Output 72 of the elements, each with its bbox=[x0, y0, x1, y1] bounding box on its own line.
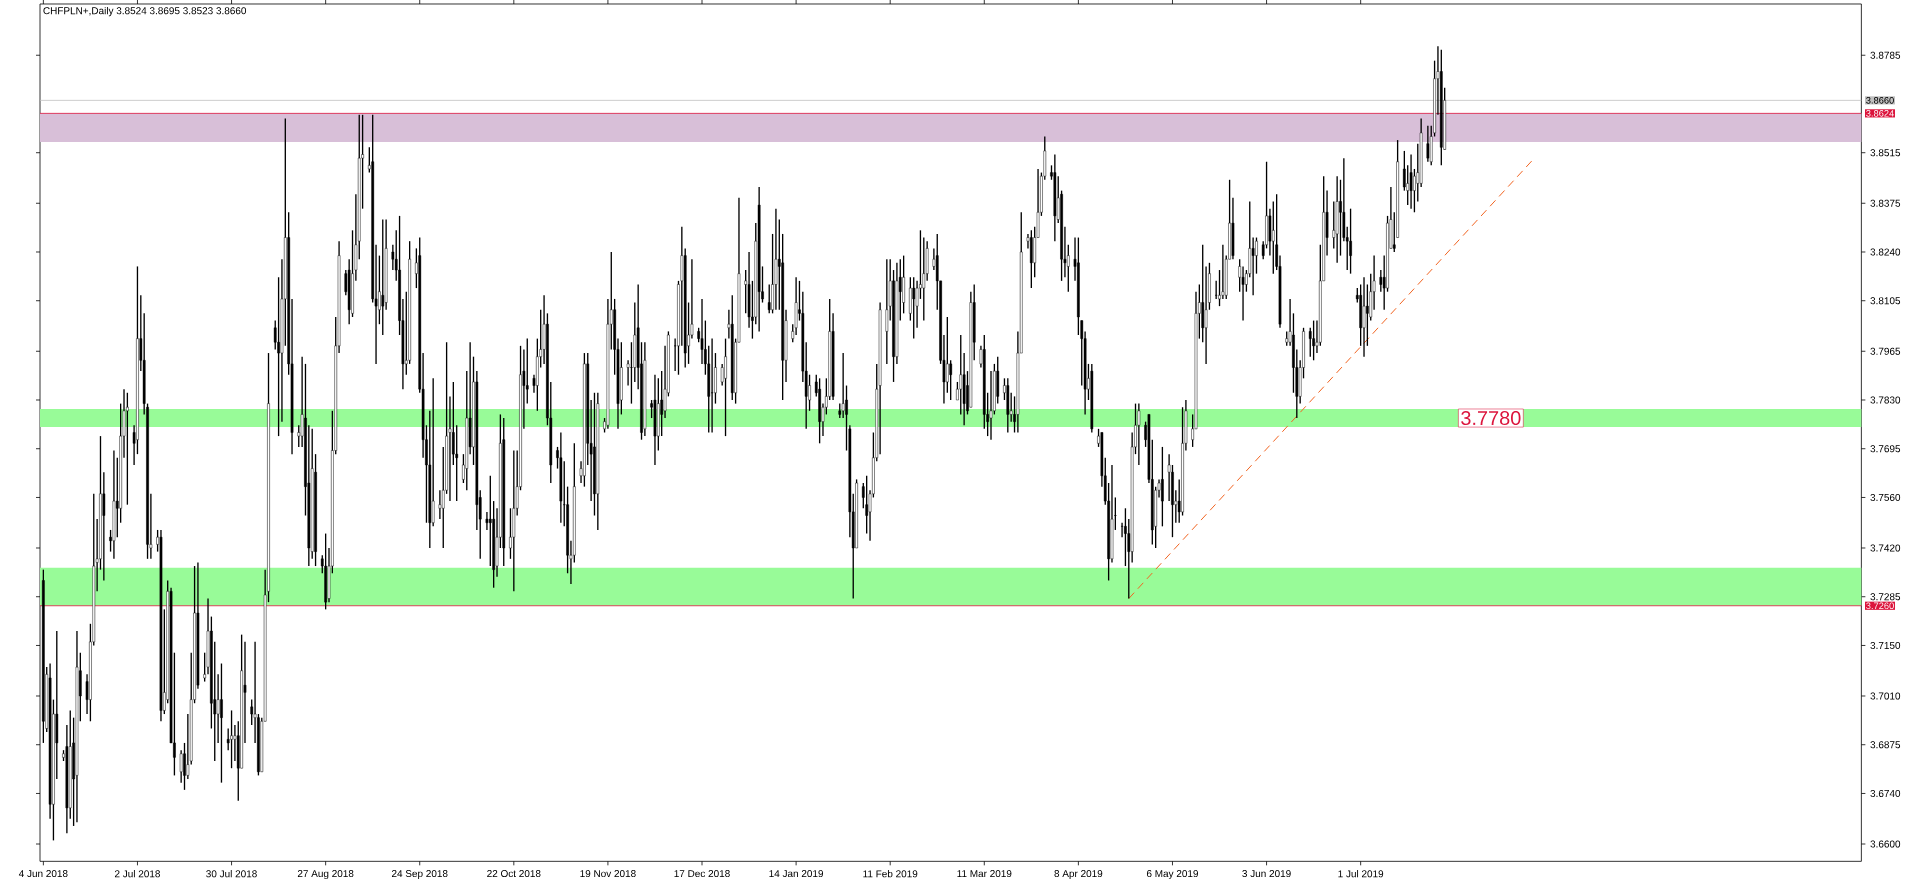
ref-line-label: 3.8660 bbox=[1866, 97, 1894, 104]
y-tick-label: 3.8240 bbox=[1870, 248, 1901, 256]
candlestick bbox=[949, 359, 953, 401]
x-tick-label: 22 Oct 2018 bbox=[487, 870, 541, 878]
y-tick-label: 3.6875 bbox=[1870, 741, 1901, 749]
ref-line-label: 3.8624 bbox=[1866, 110, 1894, 117]
x-tick-label: 2 Jul 2018 bbox=[114, 870, 160, 878]
candlestick bbox=[230, 709, 233, 769]
candlestick bbox=[179, 749, 183, 784]
candlestick bbox=[1077, 236, 1080, 336]
y-tick-label: 3.7150 bbox=[1870, 641, 1901, 649]
candlestick bbox=[485, 511, 489, 531]
y-tick-label: 3.7010 bbox=[1870, 692, 1901, 700]
candlestick bbox=[1251, 236, 1255, 296]
candlestick bbox=[216, 673, 220, 744]
x-tick-label: 6 May 2019 bbox=[1146, 870, 1199, 880]
y-tick-label: 3.6740 bbox=[1870, 789, 1901, 797]
candlestick bbox=[42, 568, 45, 744]
candlestick bbox=[277, 276, 280, 437]
x-tick-label: 1 Jul 2019 bbox=[1338, 870, 1384, 878]
candlestick bbox=[488, 475, 492, 567]
candlestick bbox=[1409, 153, 1413, 210]
candlestick bbox=[1161, 446, 1164, 528]
candlestick bbox=[620, 341, 623, 416]
candlestick bbox=[593, 392, 596, 517]
candlestick bbox=[102, 471, 106, 582]
y-tick-label: 3.8375 bbox=[1870, 199, 1901, 207]
y-tick-label: 3.6600 bbox=[1870, 840, 1901, 848]
candlestick bbox=[438, 489, 442, 520]
candlestick bbox=[1137, 402, 1141, 466]
band-label: 3.7780 bbox=[1461, 410, 1521, 426]
candlestick bbox=[126, 392, 129, 506]
candlestick bbox=[767, 283, 771, 315]
x-tick-label: 30 Jul 2018 bbox=[206, 870, 257, 878]
candlestick bbox=[1379, 269, 1383, 293]
candlestick bbox=[912, 276, 916, 340]
candlestick bbox=[1426, 124, 1430, 163]
candlestick bbox=[314, 453, 317, 567]
x-tick-label: 17 Dec 2018 bbox=[674, 870, 730, 878]
y-tick-label: 3.8785 bbox=[1870, 51, 1901, 59]
x-tick-label: 3 Jun 2019 bbox=[1242, 870, 1291, 878]
candlestick bbox=[724, 337, 727, 437]
x-tick-label: 4 Jun 2018 bbox=[18, 870, 68, 878]
x-tick-label: 27 Aug 2018 bbox=[297, 870, 354, 880]
ref-line-label: 3.7260 bbox=[1866, 602, 1894, 610]
chart-title: CHFPLN+,Daily 3.8524 3.8695 3.8523 3.8660 bbox=[43, 6, 247, 17]
y-tick-label: 3.7965 bbox=[1870, 347, 1901, 355]
x-tick-label: 19 Nov 2018 bbox=[580, 870, 636, 878]
y-tick-label: 3.7560 bbox=[1870, 493, 1901, 501]
candlestick bbox=[1120, 522, 1124, 538]
candlestick bbox=[583, 352, 586, 488]
x-tick-label: 11 Mar 2019 bbox=[957, 870, 1012, 878]
candlestick bbox=[324, 532, 327, 611]
y-tick-label: 3.7420 bbox=[1870, 544, 1901, 552]
y-tick-label: 3.7695 bbox=[1870, 445, 1901, 453]
candlestick bbox=[1349, 208, 1352, 275]
x-tick-label: 14 Jan 2019 bbox=[769, 870, 824, 878]
y-tick-label: 3.8105 bbox=[1870, 297, 1901, 305]
x-tick-label: 24 Sep 2018 bbox=[391, 870, 448, 880]
candlestick bbox=[818, 377, 821, 444]
candlestick bbox=[1312, 319, 1315, 361]
candlestick bbox=[1214, 280, 1218, 300]
candlestick bbox=[1204, 265, 1208, 365]
x-tick-label: 8 Apr 2019 bbox=[1054, 870, 1103, 880]
candlestick bbox=[1366, 283, 1369, 347]
y-tick-label: 3.7285 bbox=[1870, 593, 1901, 601]
y-tick-label: 3.7830 bbox=[1870, 396, 1901, 404]
candlestick bbox=[431, 377, 435, 528]
y-tick-label: 3.8515 bbox=[1870, 149, 1901, 157]
candlestick bbox=[959, 334, 963, 416]
x-tick-label: 11 Feb 2019 bbox=[863, 870, 918, 878]
candlestick bbox=[220, 662, 223, 784]
